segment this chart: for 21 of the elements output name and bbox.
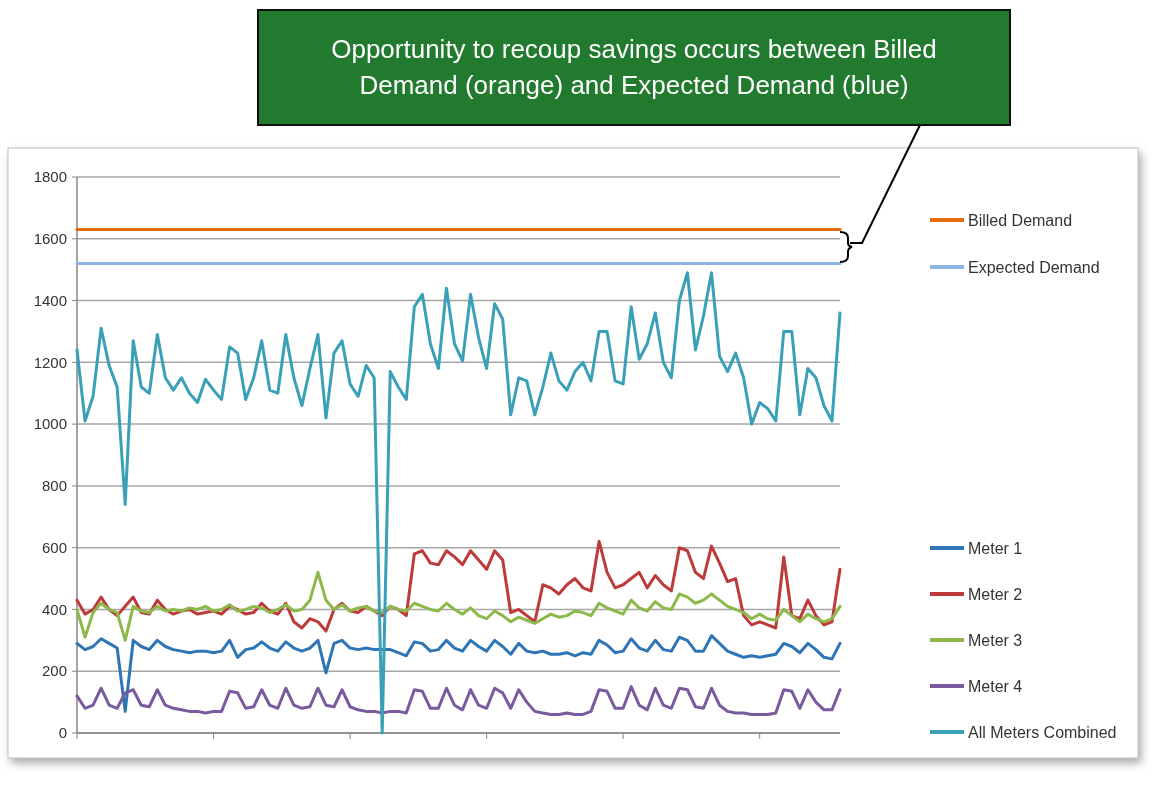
line-series (75, 685, 842, 716)
y-tick-label: 1400 (33, 291, 67, 309)
y-tick-label: 1600 (33, 230, 67, 248)
text: Opportunity to recoup savings occurs between Billed Demand (orange) and Expected Demand (blue) (331, 34, 937, 101)
legend-label: Meter 2 (968, 585, 1023, 603)
legend-label: Meter 4 (968, 677, 1023, 695)
y-tick-label: 1000 (33, 415, 67, 433)
legend-label: Meter 1 (968, 539, 1023, 557)
line-series (75, 634, 842, 713)
y-tick-label: 600 (41, 538, 67, 556)
y-tick-label: 0 (58, 724, 67, 742)
line-series (75, 570, 842, 642)
y-tick-label: 400 (41, 600, 67, 618)
y-tick-label: 200 (41, 662, 67, 680)
legend-label: All Meters Combined (968, 723, 1117, 741)
legend-label: Meter 3 (968, 631, 1023, 649)
y-tick-label: 1200 (33, 353, 67, 371)
legend-label: Billed Demand (968, 211, 1073, 229)
legend-label: Expected Demand (968, 258, 1100, 276)
y-tick-label: 800 (41, 477, 67, 495)
y-tick-label: 1800 (33, 168, 67, 186)
